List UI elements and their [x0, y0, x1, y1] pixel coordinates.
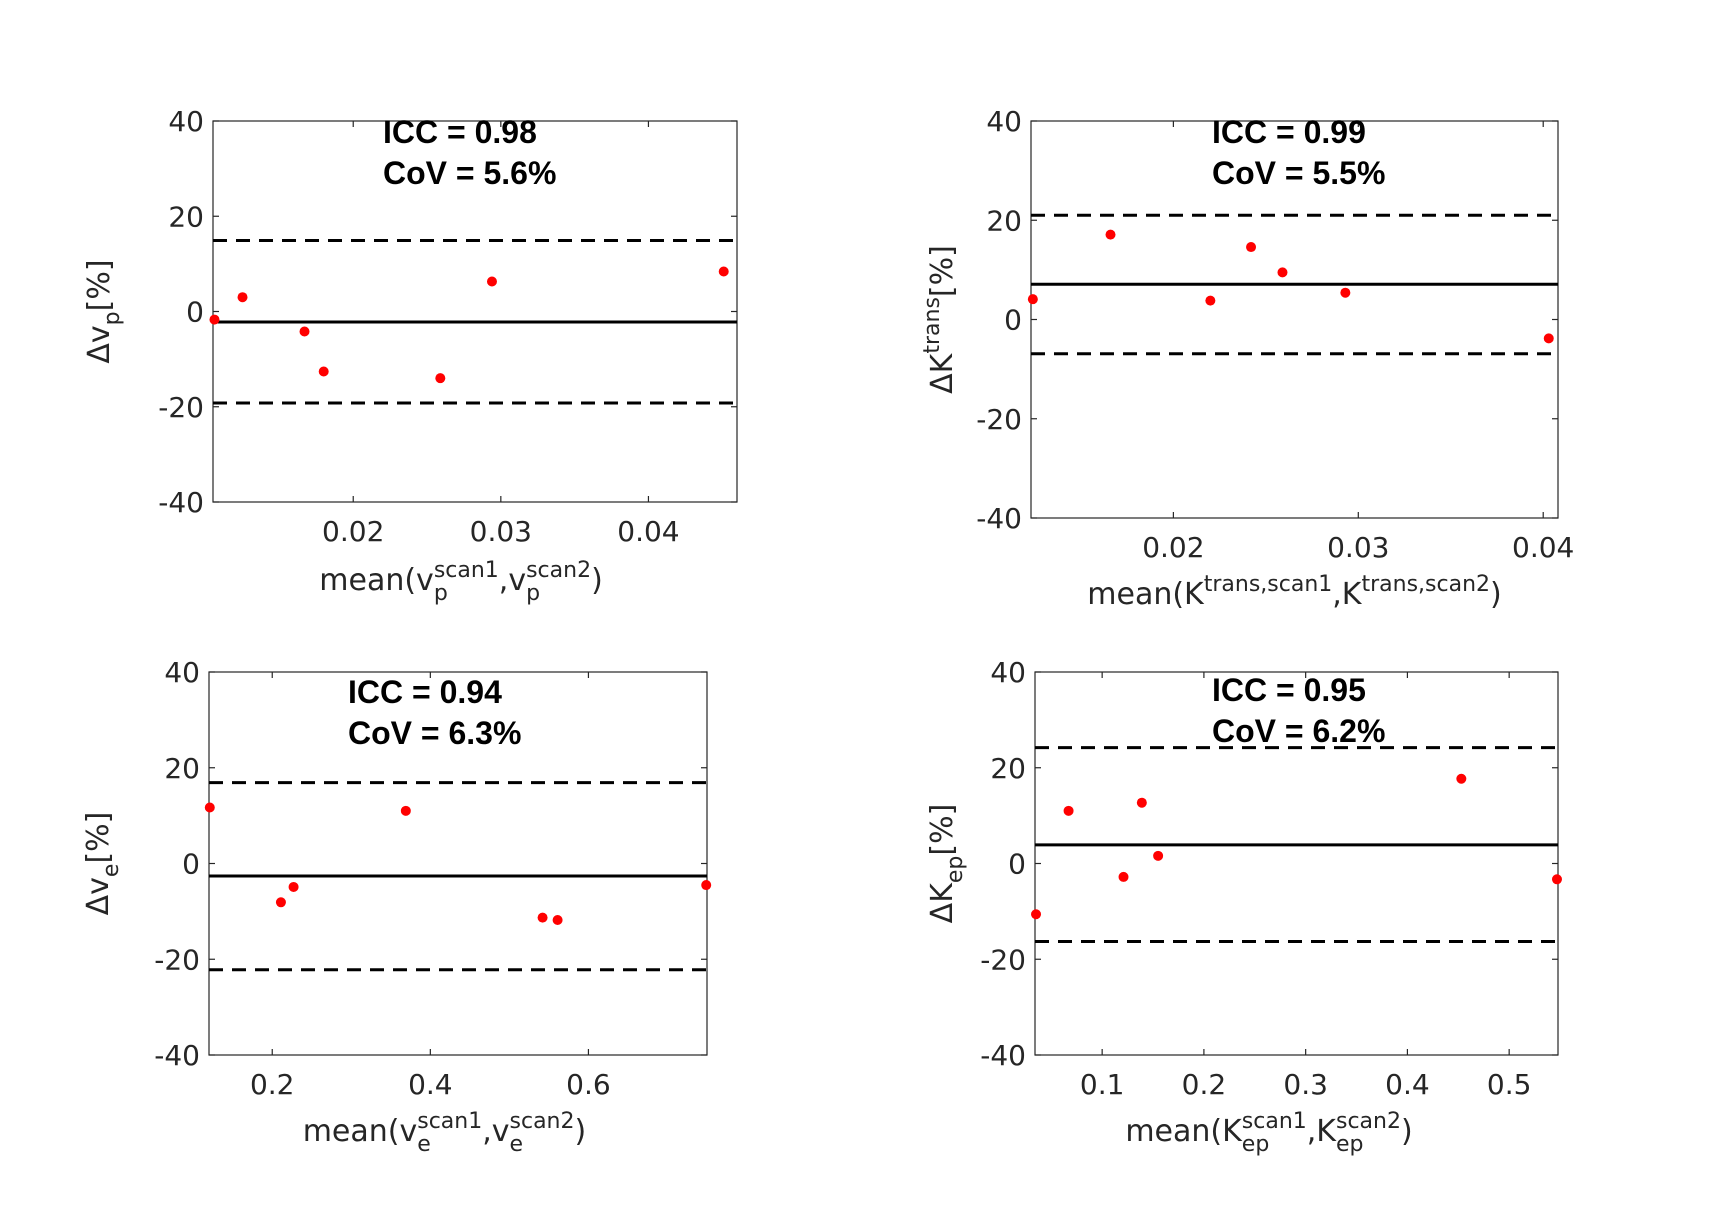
chart-panel-2: 40 20 0 -20 -40 0.02 0.03 0.04 ICC = 0.99 CoV = 5…: [920, 105, 1574, 612]
x-tick-label: 0.6: [566, 1068, 611, 1101]
x-tick-label: 0.4: [408, 1068, 453, 1101]
y-tick-label: -40: [154, 1039, 200, 1072]
y-tick-label: 40: [168, 105, 204, 138]
x-tick-label: 0.04: [617, 515, 679, 548]
icc-label: ICC = 0.94: [348, 674, 502, 710]
y-tick-label: 0: [186, 296, 204, 329]
y-tick-label: -20: [980, 943, 1026, 976]
y-tick-label: 20: [986, 204, 1022, 237]
data-point: [1551, 874, 1562, 885]
y-tick-label: 0: [1004, 304, 1022, 337]
data-point: [400, 805, 411, 816]
data-point: [1340, 287, 1351, 298]
x-tick-label: 0.2: [1182, 1068, 1227, 1101]
plot-area: [212, 120, 738, 503]
plot-area: [1034, 671, 1559, 1056]
cov-label: CoV = 6.3%: [348, 715, 521, 751]
data-point: [1246, 242, 1257, 253]
y-tick-label: -40: [976, 502, 1022, 535]
icc-label: ICC = 0.99: [1212, 114, 1366, 150]
data-point: [299, 326, 310, 337]
y-axis-label: ΔKtrans[%]: [920, 245, 960, 394]
x-tick-label: 0.04: [1512, 531, 1574, 564]
data-point: [1118, 871, 1129, 882]
x-tick-label: 0.2: [250, 1068, 295, 1101]
data-point: [1205, 295, 1216, 306]
plot-area: [208, 671, 708, 1056]
chart-panel-4: 40 20 0 -20 -40 0.1 0.2 0.3 0.4 0.5 ICC = 0.95 CoV …: [925, 656, 1562, 1157]
data-point: [1456, 773, 1467, 784]
cov-label: CoV = 6.2%: [1212, 713, 1385, 749]
data-point: [318, 366, 329, 377]
x-tick-label: 0.02: [322, 515, 384, 548]
y-tick-label: -40: [980, 1039, 1026, 1072]
y-tick-label: 0: [1008, 848, 1026, 881]
x-tick-label: 0.02: [1142, 531, 1204, 564]
chart-panel-3: 40 20 0 -20 -40 0.2 0.4 0.6 ICC = 0.94 CoV = 6.3%…: [81, 656, 712, 1157]
data-point: [1063, 805, 1074, 816]
x-axis-label: mean(Ktrans,scan1,Ktrans,scan2): [1087, 572, 1501, 612]
x-tick-label: 0.3: [1283, 1068, 1328, 1101]
icc-label: ICC = 0.95: [1212, 672, 1366, 708]
data-point: [1136, 797, 1147, 808]
data-point: [1027, 294, 1038, 305]
data-point: [552, 914, 563, 925]
y-tick-label: -40: [158, 486, 204, 519]
data-point: [1277, 267, 1288, 278]
x-axis-label: mean(vscan1 p ,vscan2 p): [319, 558, 603, 606]
data-point: [435, 373, 446, 384]
y-tick-label: 0: [182, 848, 200, 881]
data-point: [204, 802, 215, 813]
y-tick-label: -20: [158, 391, 204, 424]
data-point: [209, 314, 220, 325]
y-tick-label: -20: [976, 403, 1022, 436]
data-point: [1031, 909, 1042, 920]
y-tick-label: 40: [990, 656, 1026, 689]
y-axis-label: Δve[%]: [81, 812, 124, 916]
icc-label: ICC = 0.98: [383, 114, 537, 150]
y-tick-label: 20: [990, 752, 1026, 785]
x-tick-label: 0.03: [470, 515, 532, 548]
y-tick-label: -20: [154, 943, 200, 976]
data-point: [237, 292, 248, 303]
y-axis-label: ΔKep[%]: [925, 804, 968, 924]
data-point: [1105, 229, 1116, 240]
y-tick-label: 40: [986, 105, 1022, 138]
cov-label: CoV = 5.5%: [1212, 155, 1385, 191]
y-tick-label: 20: [164, 752, 200, 785]
y-tick-label: 40: [164, 656, 200, 689]
y-axis-label: Δvp[%]: [82, 259, 125, 363]
data-point: [1543, 333, 1554, 344]
x-tick-label: 0.5: [1487, 1068, 1532, 1101]
data-point: [288, 881, 299, 892]
data-point: [1153, 850, 1164, 861]
x-tick-label: 0.4: [1385, 1068, 1430, 1101]
data-point: [537, 912, 548, 923]
data-point: [701, 880, 712, 891]
chart-panel-1: 40 20 0 -20 -40 0.02 0.03 0.04 ICC = 0.98 CoV = 5…: [82, 105, 738, 606]
x-tick-label: 0.03: [1327, 531, 1389, 564]
data-point: [486, 276, 497, 287]
x-tick-label: 0.1: [1080, 1068, 1125, 1101]
x-axis-label: mean(Kscan1 ep ,Kscan2 ep): [1125, 1109, 1412, 1157]
y-tick-label: 20: [168, 200, 204, 233]
x-axis-label: mean(vscan1 e ,vscan2 e): [303, 1109, 587, 1157]
data-point: [275, 897, 286, 908]
cov-label: CoV = 5.6%: [383, 155, 556, 191]
plot-area: [1030, 120, 1559, 519]
data-point: [718, 266, 729, 277]
